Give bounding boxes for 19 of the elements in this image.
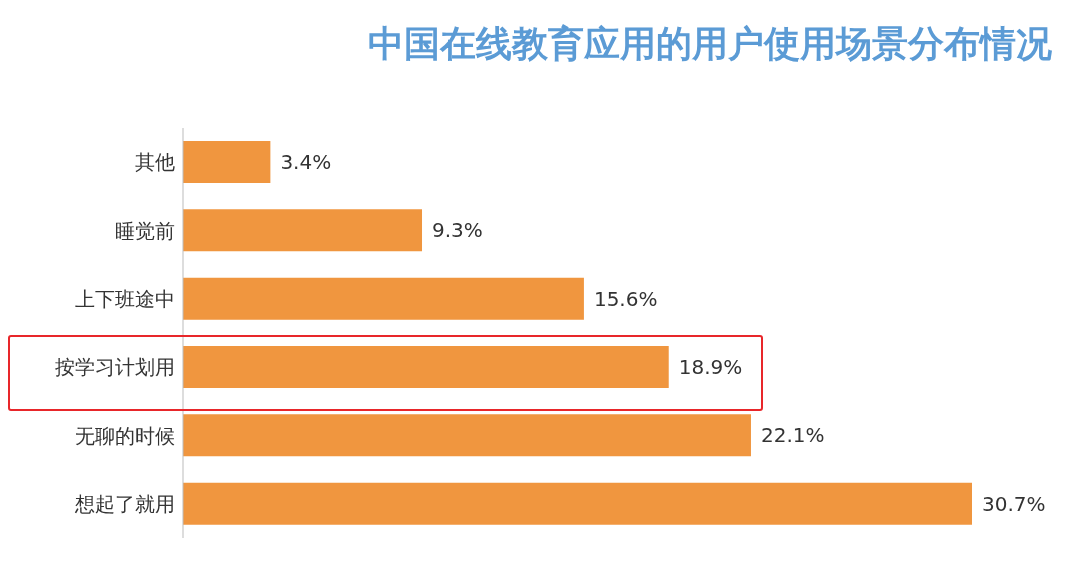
bar bbox=[183, 141, 271, 183]
y-tick-label: 按学习计划用 bbox=[55, 355, 175, 380]
data-label: 22.1% bbox=[760, 423, 825, 448]
data-label: 3.4% bbox=[280, 150, 332, 174]
y-tick-label: 上下班途中 bbox=[75, 286, 175, 311]
data-label: 30.7% bbox=[982, 491, 1046, 516]
y-tick-label: 睡觉前 bbox=[115, 218, 175, 243]
bar bbox=[183, 277, 584, 320]
y-tick-label: 其他 bbox=[135, 150, 175, 175]
data-label: 18.9% bbox=[678, 355, 743, 379]
bar bbox=[183, 482, 972, 525]
bar bbox=[183, 346, 669, 388]
bar bbox=[183, 209, 423, 252]
y-tick-label: 想起了就用 bbox=[74, 491, 175, 516]
data-label: 9.3% bbox=[432, 218, 483, 243]
y-tick-label: 无聊的时候 bbox=[75, 423, 175, 448]
bar bbox=[183, 414, 751, 457]
data-label: 15.6% bbox=[593, 286, 658, 311]
chart-title: 中国在线教育应用的用户使用场景分布情况 bbox=[368, 22, 1052, 66]
